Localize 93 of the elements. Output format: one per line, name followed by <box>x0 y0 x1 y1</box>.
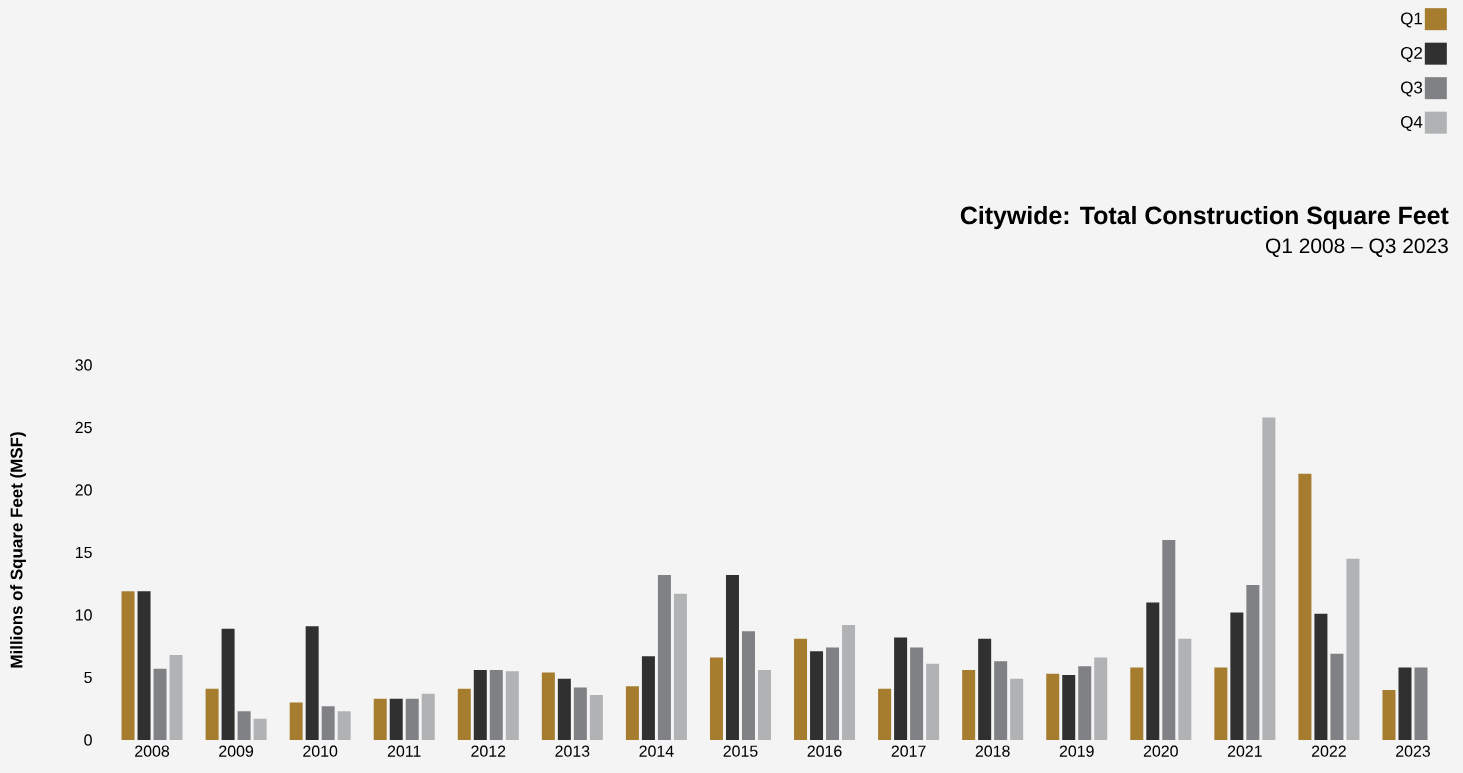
bar <box>289 702 303 740</box>
bar <box>1346 558 1360 740</box>
bar <box>657 575 671 740</box>
bar <box>757 670 771 740</box>
bar <box>153 668 167 740</box>
bar <box>1246 585 1260 740</box>
y-tick-label: 25 <box>75 421 92 434</box>
bar <box>1414 667 1428 740</box>
legend-label: Q4 <box>1401 116 1423 132</box>
x-tick-label: 2012 <box>471 745 506 757</box>
bar <box>962 670 976 740</box>
x-tick-label: 2019 <box>1059 745 1094 757</box>
bar <box>389 698 403 740</box>
bar <box>741 631 755 740</box>
x-tick-label: 2010 <box>303 745 338 757</box>
bar <box>121 591 135 740</box>
bar <box>1094 657 1108 740</box>
legend-label: Q2 <box>1401 47 1422 63</box>
x-tick-label: 2011 <box>387 745 421 757</box>
bar <box>1230 612 1244 740</box>
bar <box>1130 667 1144 740</box>
x-tick-label: 2016 <box>807 745 842 757</box>
bar <box>489 670 503 740</box>
bar <box>337 711 351 740</box>
y-tick-label: 30 <box>75 359 92 371</box>
bar <box>421 693 435 740</box>
bar <box>253 718 267 740</box>
bar <box>1214 667 1228 740</box>
bar <box>1262 417 1276 740</box>
bar <box>237 711 251 740</box>
bar <box>205 688 219 740</box>
bar <box>910 647 924 740</box>
legend-label: Q3 <box>1401 81 1423 97</box>
bar <box>1398 667 1412 740</box>
bar <box>826 647 840 740</box>
bar <box>541 672 555 740</box>
bar <box>1010 678 1024 740</box>
bar <box>1298 473 1312 740</box>
bar <box>1382 690 1396 740</box>
bar <box>878 688 892 740</box>
bar <box>725 575 739 740</box>
bar <box>894 637 908 740</box>
bar <box>1162 540 1176 740</box>
bar <box>169 655 183 740</box>
y-tick-label: 10 <box>75 609 92 621</box>
bar <box>573 687 587 740</box>
bar <box>625 686 639 740</box>
x-tick-label: 2018 <box>975 745 1010 757</box>
bar <box>473 670 487 740</box>
chart-title: Citywide: Total Construction Square Feet <box>960 205 1449 230</box>
bar <box>1146 602 1160 740</box>
bar <box>842 625 856 740</box>
bar <box>221 628 235 740</box>
x-tick-label: 2021 <box>1227 745 1262 757</box>
y-tick-label: 0 <box>84 734 92 746</box>
bar <box>1078 666 1092 740</box>
bar <box>709 657 723 740</box>
bar <box>321 706 335 740</box>
bar <box>641 656 655 740</box>
legend-label: Q1 <box>1401 12 1423 28</box>
x-tick-label: 2008 <box>135 745 170 757</box>
bar <box>994 661 1008 740</box>
bar <box>926 663 940 740</box>
y-tick-label: 5 <box>84 671 92 684</box>
y-axis-title: Millions of Square Feet (MSF) <box>10 432 26 668</box>
y-tick-label: 15 <box>75 546 92 559</box>
bar <box>810 651 824 740</box>
bar <box>589 695 603 740</box>
x-tick-label: 2022 <box>1311 745 1346 757</box>
x-tick-label: 2013 <box>555 745 590 757</box>
chart-subtitle: Q1 2008 – Q3 2023 <box>1266 238 1448 257</box>
bar <box>1046 673 1060 740</box>
x-tick-label: 2015 <box>723 745 758 757</box>
x-tick-label: 2020 <box>1143 745 1178 757</box>
x-tick-label: 2017 <box>891 745 926 757</box>
bar <box>673 593 687 740</box>
bar <box>794 638 808 740</box>
bar <box>1314 613 1328 740</box>
bar <box>978 638 992 740</box>
bar <box>1178 638 1192 740</box>
bar <box>557 678 571 740</box>
bar <box>405 698 419 740</box>
bar <box>505 671 519 740</box>
bar <box>137 591 151 740</box>
x-tick-label: 2014 <box>639 745 674 757</box>
bar <box>1062 675 1076 740</box>
bar <box>457 688 471 740</box>
bar <box>1330 653 1344 740</box>
x-tick-label: 2009 <box>219 745 254 757</box>
bar <box>305 626 319 740</box>
y-tick-label: 20 <box>75 484 92 496</box>
bar <box>373 698 387 740</box>
x-tick-label: 2023 <box>1396 745 1430 757</box>
